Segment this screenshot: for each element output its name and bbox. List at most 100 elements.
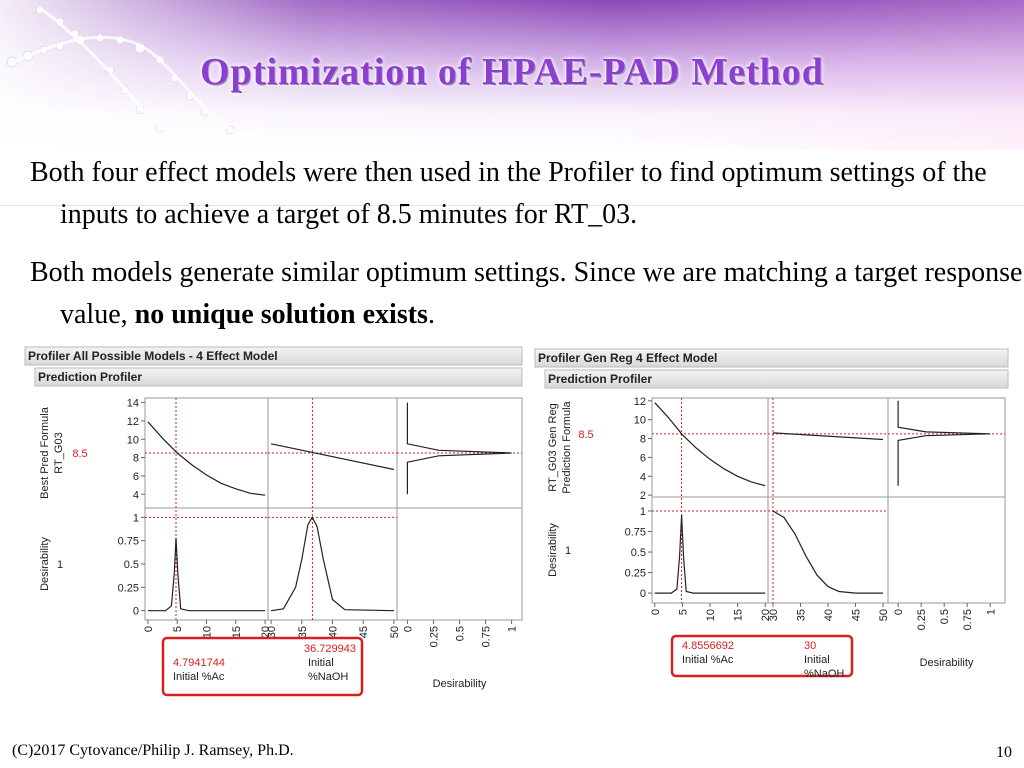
y-tick-label: 10 bbox=[634, 415, 646, 427]
x-tick-label: 15 bbox=[733, 609, 745, 621]
dna-decoration bbox=[6, 5, 241, 142]
plot-cell bbox=[144, 507, 269, 621]
y-tick-label: 8 bbox=[133, 453, 139, 465]
x-tick-label: 0.25 bbox=[916, 609, 928, 630]
x-tick-label: 1 bbox=[507, 626, 519, 632]
header-shade bbox=[0, 0, 1024, 150]
factor-name: Initial bbox=[308, 657, 334, 669]
y-tick-label: 0.5 bbox=[631, 547, 646, 559]
desirability-function bbox=[897, 400, 991, 486]
target-label: 8.5 bbox=[72, 448, 87, 460]
plot-cell bbox=[767, 397, 889, 498]
setting-value: 4.8556692 bbox=[682, 640, 734, 652]
x-tick-label: 0 bbox=[650, 609, 662, 615]
x-tick-label: 45 bbox=[851, 609, 863, 621]
setting-value: 4.7941744 bbox=[173, 657, 225, 669]
bullet-bold: no unique solution exists bbox=[134, 299, 428, 330]
y-tick-label: 6 bbox=[133, 471, 139, 483]
x-tick-label: 0.25 bbox=[428, 626, 440, 647]
setting-value: 36.729943 bbox=[304, 643, 356, 655]
bullet-end: . bbox=[427, 299, 435, 330]
x-tick-label: 0.5 bbox=[455, 626, 467, 641]
y-tick-label: 0 bbox=[640, 588, 646, 600]
y-tick-label: 0 bbox=[133, 606, 139, 618]
response-label: Prediction Formula bbox=[561, 400, 573, 493]
page-number: 10 bbox=[996, 744, 1012, 761]
y-tick-label: 2 bbox=[640, 490, 646, 502]
x-tick-label: 15 bbox=[231, 626, 243, 638]
subtitle-bar bbox=[34, 367, 523, 387]
y-tick-label: 4 bbox=[640, 471, 646, 483]
plot-cell bbox=[887, 397, 1006, 498]
x-tick-label: 5 bbox=[172, 626, 184, 632]
x-tick-label: 0 bbox=[893, 609, 905, 615]
x-tick-label: 10 bbox=[705, 609, 717, 621]
title-bar bbox=[534, 348, 1009, 368]
bullet: Both four effect models were then used i… bbox=[30, 157, 987, 230]
x-tick-label: 10 bbox=[202, 626, 214, 638]
factor-name: Initial %Ac bbox=[682, 654, 734, 666]
factor-name: Initial bbox=[804, 654, 830, 666]
desirability-label: Desirability bbox=[547, 523, 559, 577]
y-tick-label: 6 bbox=[640, 452, 646, 464]
title-bar bbox=[24, 346, 523, 366]
x-tick-label: 20 bbox=[760, 609, 772, 621]
settings-box bbox=[670, 634, 854, 678]
desirability-curve bbox=[772, 510, 883, 594]
y-tick-label: 8 bbox=[640, 434, 646, 446]
desirability-curve bbox=[271, 516, 394, 612]
setting-value: 30 bbox=[804, 640, 816, 652]
profiler-subtitle: Prediction Profiler bbox=[548, 372, 652, 386]
y-tick-label: 4 bbox=[133, 489, 139, 501]
x-tick-label: 30 bbox=[768, 609, 780, 621]
y-tick-label: 0.75 bbox=[118, 536, 139, 548]
x-tick-label: 40 bbox=[328, 626, 340, 638]
y-tick-label: 10 bbox=[127, 434, 139, 446]
plot-cell bbox=[651, 496, 769, 604]
y-tick-label: 0.5 bbox=[124, 559, 139, 571]
bullet: Both models generate similar optimum set… bbox=[30, 252, 1024, 336]
x-tick-label: 35 bbox=[795, 609, 807, 621]
response-curve bbox=[147, 421, 266, 496]
y-tick-label: 14 bbox=[127, 398, 139, 410]
x-tick-label: 30 bbox=[266, 626, 278, 638]
x-tick-label: 35 bbox=[297, 626, 309, 638]
plot-cell bbox=[887, 496, 1006, 604]
response-curve bbox=[654, 402, 766, 487]
x-tick-label: 0 bbox=[402, 626, 414, 632]
factor-name: Initial %Ac bbox=[173, 671, 225, 683]
current-desirability: 1 bbox=[565, 545, 571, 557]
x-tick-label: 0.75 bbox=[481, 626, 493, 647]
current-desirability: 1 bbox=[57, 559, 63, 571]
y-tick-label: 12 bbox=[127, 416, 139, 428]
x-tick-label: 0.75 bbox=[962, 609, 974, 630]
y-tick-label: 1 bbox=[133, 512, 139, 524]
x-tick-label: 1 bbox=[985, 609, 997, 615]
desirability-axis-label: Desirability bbox=[920, 657, 974, 669]
x-tick-label: 0 bbox=[143, 626, 155, 632]
response-label: Best Pred Formula bbox=[39, 406, 51, 499]
y-tick-label: 0.25 bbox=[118, 582, 139, 594]
target-label: 8.5 bbox=[578, 429, 593, 441]
footer-credit: (C)2017 Cytovance/Philip J. Ramsey, Ph.D… bbox=[12, 742, 294, 759]
x-tick-label: 5 bbox=[677, 609, 689, 615]
plot-cell bbox=[396, 507, 523, 621]
x-tick-label: 45 bbox=[358, 626, 370, 638]
subtitle-bar bbox=[544, 369, 1009, 389]
response-label: RT_G03 Gen Reg bbox=[547, 403, 559, 491]
x-tick-label: 40 bbox=[823, 609, 835, 621]
plot-cell bbox=[267, 507, 398, 621]
y-tick-label: 12 bbox=[634, 396, 646, 408]
x-tick-label: 50 bbox=[389, 626, 401, 638]
desirability-function bbox=[406, 402, 512, 495]
response-label: RT_G03 bbox=[53, 432, 65, 473]
x-tick-label: 50 bbox=[878, 609, 890, 621]
profiler-title: Profiler All Possible Models - 4 Effect … bbox=[28, 349, 278, 363]
desirability-curve bbox=[654, 515, 766, 594]
factor-name: %NaOH bbox=[804, 668, 844, 680]
x-tick-label: 0.5 bbox=[939, 609, 951, 624]
bullet-text: Both models generate similar optimum set… bbox=[30, 257, 1023, 330]
y-tick-label: 1 bbox=[640, 506, 646, 518]
x-tick-label: 20 bbox=[260, 626, 272, 638]
